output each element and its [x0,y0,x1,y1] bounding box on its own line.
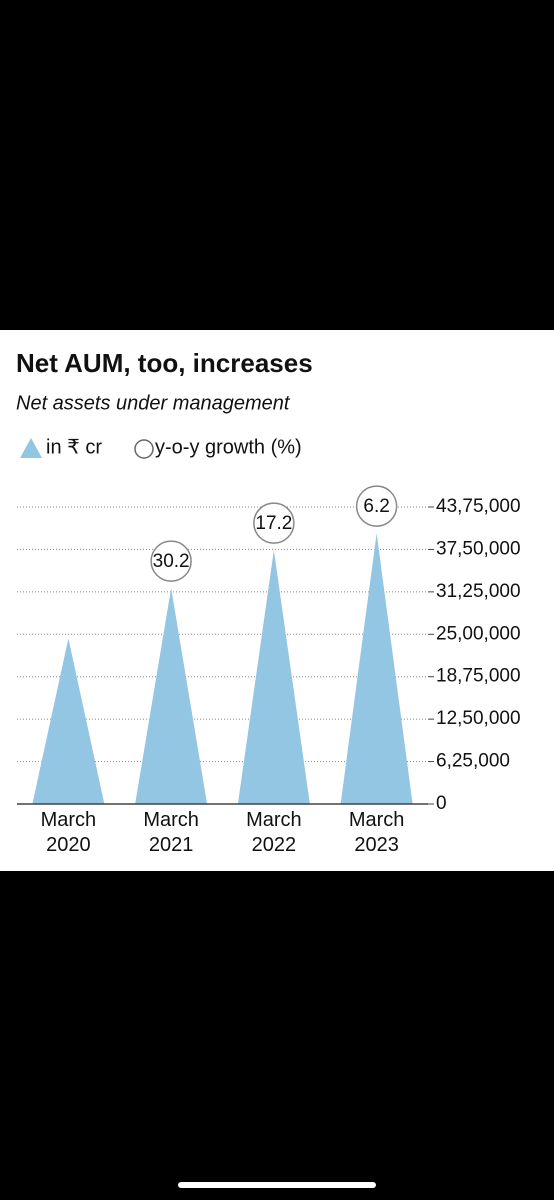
home-indicator [178,1182,376,1188]
bar [237,550,310,804]
chart-subtitle: Net assets under management [16,392,291,414]
legend-circle [134,439,154,459]
growth-label: 17.2 [255,513,292,534]
legend-label: y-o-y growth (%) [155,436,302,458]
x-tick-label: March 2021 [143,809,199,856]
legend-label: in ₹ cr [46,436,102,458]
card: Net AUM, too, increases Net assets under… [0,330,554,871]
y-tick-label: 12,50,000 [436,708,521,729]
bar [340,533,413,804]
growth-circle [150,540,192,582]
y-tick-label: 43,75,000 [436,496,521,517]
y-tick-label: 25,00,000 [436,623,521,644]
chart-title: Net AUM, too, increases [16,348,313,378]
y-tick-label: 0 [436,793,447,814]
growth-label: 30.2 [153,551,190,572]
x-tick-label: March 2023 [348,809,405,856]
growth-label: 6.2 [363,496,389,517]
x-tick-label: March 2022 [246,809,302,856]
growth-circle [355,485,398,527]
chart: Net AUM, too, increases Net assets under… [16,348,521,814]
bar [32,638,105,804]
legend-triangle [20,438,42,458]
bar [135,588,208,804]
y-tick-label: 18,75,000 [436,666,521,687]
y-tick-label: 31,25,000 [436,581,521,602]
growth-circle [253,502,295,544]
x-tick-label: March 2020 [40,809,97,856]
y-tick-label: 6,25,000 [436,751,510,772]
chart-wrap: Net AUM, too, increases Net assets under… [0,330,554,871]
y-tick-label: 37,50,000 [436,538,521,559]
